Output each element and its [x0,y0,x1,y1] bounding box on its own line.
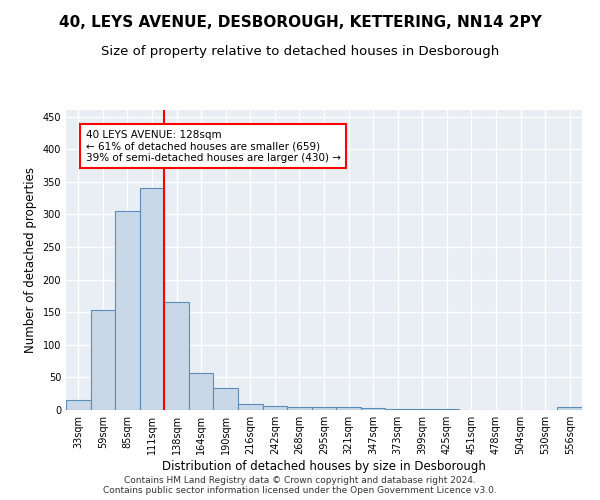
Bar [189,373,214,410]
Bar [164,302,189,410]
Bar [91,310,115,410]
Y-axis label: Number of detached properties: Number of detached properties [24,167,37,353]
Text: 40, LEYS AVENUE, DESBOROUGH, KETTERING, NN14 2PY: 40, LEYS AVENUE, DESBOROUGH, KETTERING, … [59,15,541,30]
Bar [238,404,263,410]
Bar [263,406,287,410]
Bar [385,408,410,410]
Text: Size of property relative to detached houses in Desborough: Size of property relative to detached ho… [101,45,499,58]
X-axis label: Distribution of detached houses by size in Desborough: Distribution of detached houses by size … [162,460,486,473]
Text: 40 LEYS AVENUE: 128sqm
← 61% of detached houses are smaller (659)
39% of semi-de: 40 LEYS AVENUE: 128sqm ← 61% of detached… [86,130,341,163]
Bar [140,188,164,410]
Bar [557,408,582,410]
Text: Contains HM Land Registry data © Crown copyright and database right 2024.
Contai: Contains HM Land Registry data © Crown c… [103,476,497,495]
Bar [214,388,238,410]
Bar [115,211,140,410]
Bar [361,408,385,410]
Bar [312,406,336,410]
Bar [287,408,312,410]
Bar [336,406,361,410]
Bar [66,400,91,410]
